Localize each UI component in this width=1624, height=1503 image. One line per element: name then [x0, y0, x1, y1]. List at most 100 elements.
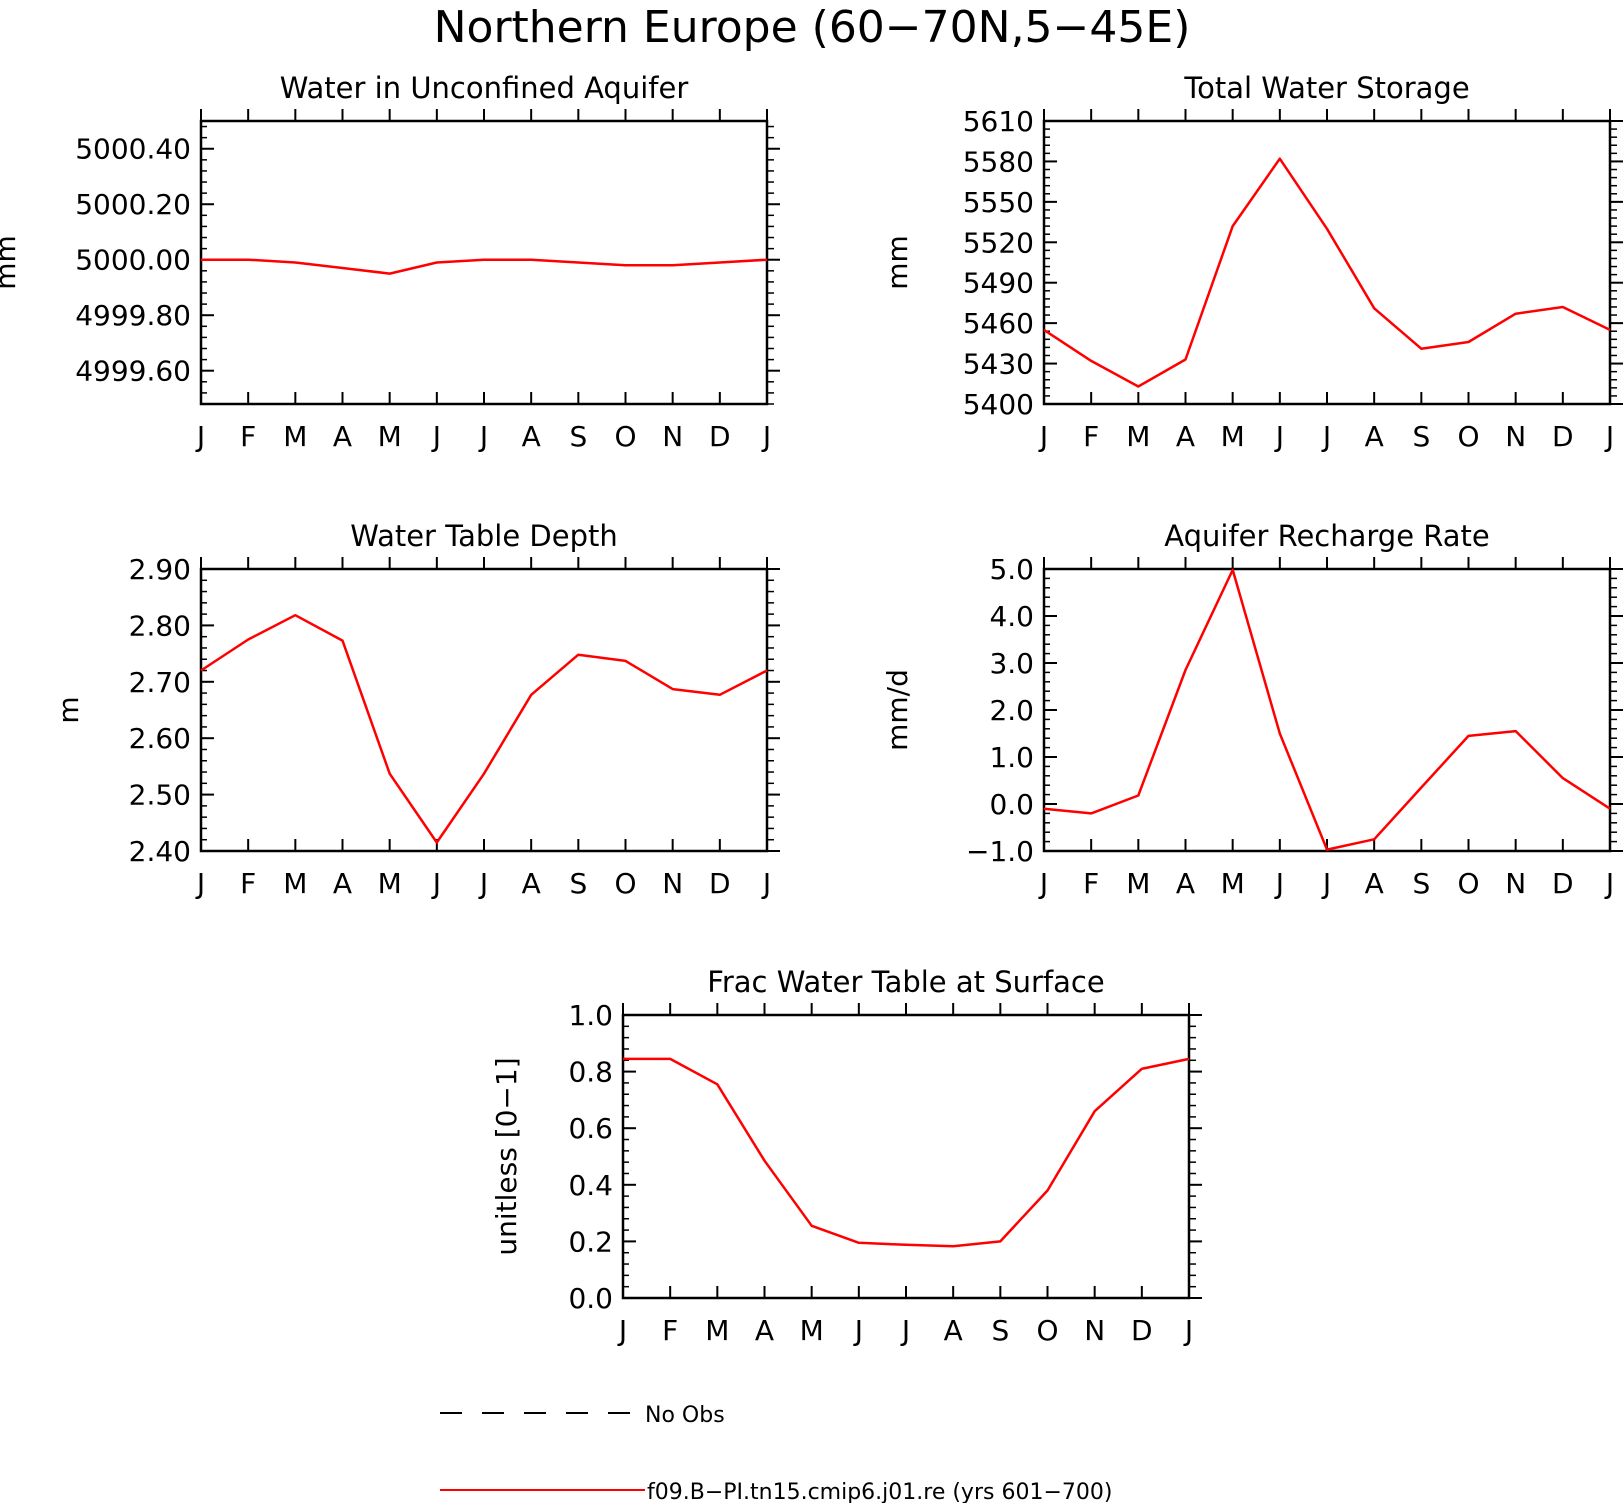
- x-tick-label: D: [709, 420, 731, 453]
- x-tick-label: A: [333, 867, 352, 900]
- x-tick-label: J: [431, 867, 441, 900]
- y-tick-label: 2.40: [129, 835, 191, 868]
- x-tick-label: N: [662, 867, 683, 900]
- x-tick-label: A: [755, 1314, 774, 1347]
- y-tick-label: 5000.20: [75, 188, 191, 221]
- x-tick-label: J: [195, 420, 205, 453]
- x-tick-label: S: [991, 1314, 1009, 1347]
- y-tick-label: 0.6: [568, 1112, 613, 1145]
- x-tick-label: D: [1131, 1314, 1153, 1347]
- panel-title: Frac Water Table at Surface: [707, 965, 1104, 999]
- legend-label-no-obs: No Obs: [645, 1403, 725, 1428]
- x-tick-label: A: [1176, 867, 1195, 900]
- series-line: [1043, 157, 1611, 388]
- y-tick-label: 0.4: [568, 1169, 613, 1202]
- x-tick-label: A: [522, 420, 541, 453]
- y-tick-label: 5460: [963, 307, 1034, 340]
- y-tick-label: 3.0: [989, 647, 1034, 680]
- x-tick-label: M: [378, 867, 402, 900]
- y-tick-label: 2.60: [129, 722, 191, 755]
- y-axis-label: mm: [881, 235, 914, 290]
- y-tick-label: 2.0: [989, 694, 1034, 727]
- y-tick-label: 2.50: [129, 779, 191, 812]
- y-tick-label: 1.0: [568, 999, 613, 1032]
- y-tick-label: 5000.00: [75, 244, 191, 277]
- y-tick-label: 0.2: [568, 1225, 613, 1258]
- plot-frame: [199, 567, 769, 853]
- x-tick-label: M: [800, 1314, 824, 1347]
- x-tick-label: M: [1221, 420, 1245, 453]
- x-tick-label: O: [1457, 420, 1479, 453]
- y-tick-label: 5490: [963, 267, 1034, 300]
- x-tick-label: A: [1365, 867, 1384, 900]
- y-tick-label: 5550: [963, 186, 1034, 219]
- y-tick-label: 2.70: [129, 666, 191, 699]
- x-tick-label: S: [1412, 420, 1430, 453]
- y-tick-label: 5580: [963, 145, 1034, 178]
- series-line: [200, 613, 768, 844]
- x-tick-label: N: [662, 420, 683, 453]
- x-tick-label: J: [431, 420, 441, 453]
- x-tick-label: M: [283, 420, 307, 453]
- x-tick-label: J: [617, 1314, 627, 1347]
- y-axis-label: unitless [0−1]: [490, 1057, 523, 1255]
- x-tick-label: D: [1552, 420, 1574, 453]
- x-tick-label: M: [1221, 867, 1245, 900]
- series-line: [201, 258, 768, 275]
- x-tick-label: J: [1321, 867, 1331, 900]
- y-axis-label: mm/d: [881, 669, 914, 751]
- x-tick-label: O: [1457, 867, 1479, 900]
- x-tick-label: D: [709, 867, 731, 900]
- x-tick-label: F: [1083, 867, 1099, 900]
- panel-title: Water in Unconfined Aquifer: [280, 71, 689, 105]
- x-tick-label: J: [1274, 867, 1284, 900]
- x-tick-label: J: [1038, 867, 1048, 900]
- y-tick-label: 4.0: [989, 600, 1034, 633]
- x-tick-label: M: [283, 867, 307, 900]
- y-tick-label: 5000.40: [75, 133, 191, 166]
- x-tick-label: J: [1604, 420, 1614, 453]
- x-tick-label: S: [569, 867, 587, 900]
- x-tick-label: M: [378, 420, 402, 453]
- panel-title: Water Table Depth: [350, 519, 618, 553]
- x-tick-label: J: [900, 1314, 910, 1347]
- y-axis-label: m: [52, 696, 85, 723]
- x-tick-label: O: [614, 867, 636, 900]
- x-tick-label: J: [1274, 420, 1284, 453]
- panel-title: Aquifer Recharge Rate: [1164, 519, 1490, 553]
- x-tick-label: S: [569, 420, 587, 453]
- x-tick-label: N: [1084, 1314, 1105, 1347]
- plot-frame: [1042, 567, 1612, 853]
- y-axis-label: mm: [0, 235, 22, 290]
- y-tick-label: 1.0: [989, 741, 1034, 774]
- y-tick-label: 4999.60: [75, 355, 191, 388]
- x-tick-label: M: [705, 1314, 729, 1347]
- x-tick-label: N: [1505, 420, 1526, 453]
- x-tick-label: O: [614, 420, 636, 453]
- legend: No Obs f09.B−PI.tn15.cmip6.j01.re (yrs 6…: [440, 1403, 1112, 1503]
- y-tick-label: 5400: [963, 388, 1034, 421]
- y-tick-label: 5520: [963, 226, 1034, 259]
- y-tick-label: 0.0: [989, 788, 1034, 821]
- x-tick-label: F: [662, 1314, 678, 1347]
- series-line: [623, 1057, 1190, 1248]
- legend-label-model: f09.B−PI.tn15.cmip6.j01.re (yrs 601−700): [647, 1480, 1112, 1503]
- x-tick-label: M: [1126, 420, 1150, 453]
- x-tick-label: F: [240, 867, 256, 900]
- x-tick-label: J: [853, 1314, 863, 1347]
- x-tick-label: J: [478, 420, 488, 453]
- y-tick-label: 0.0: [568, 1282, 613, 1315]
- x-tick-label: F: [1083, 420, 1099, 453]
- y-tick-label: 2.90: [129, 553, 191, 586]
- y-tick-label: 2.80: [129, 609, 191, 642]
- x-tick-label: A: [333, 420, 352, 453]
- y-tick-label: 5610: [963, 105, 1034, 138]
- x-tick-label: J: [478, 867, 488, 900]
- x-tick-label: O: [1036, 1314, 1058, 1347]
- x-tick-label: J: [1183, 1314, 1193, 1347]
